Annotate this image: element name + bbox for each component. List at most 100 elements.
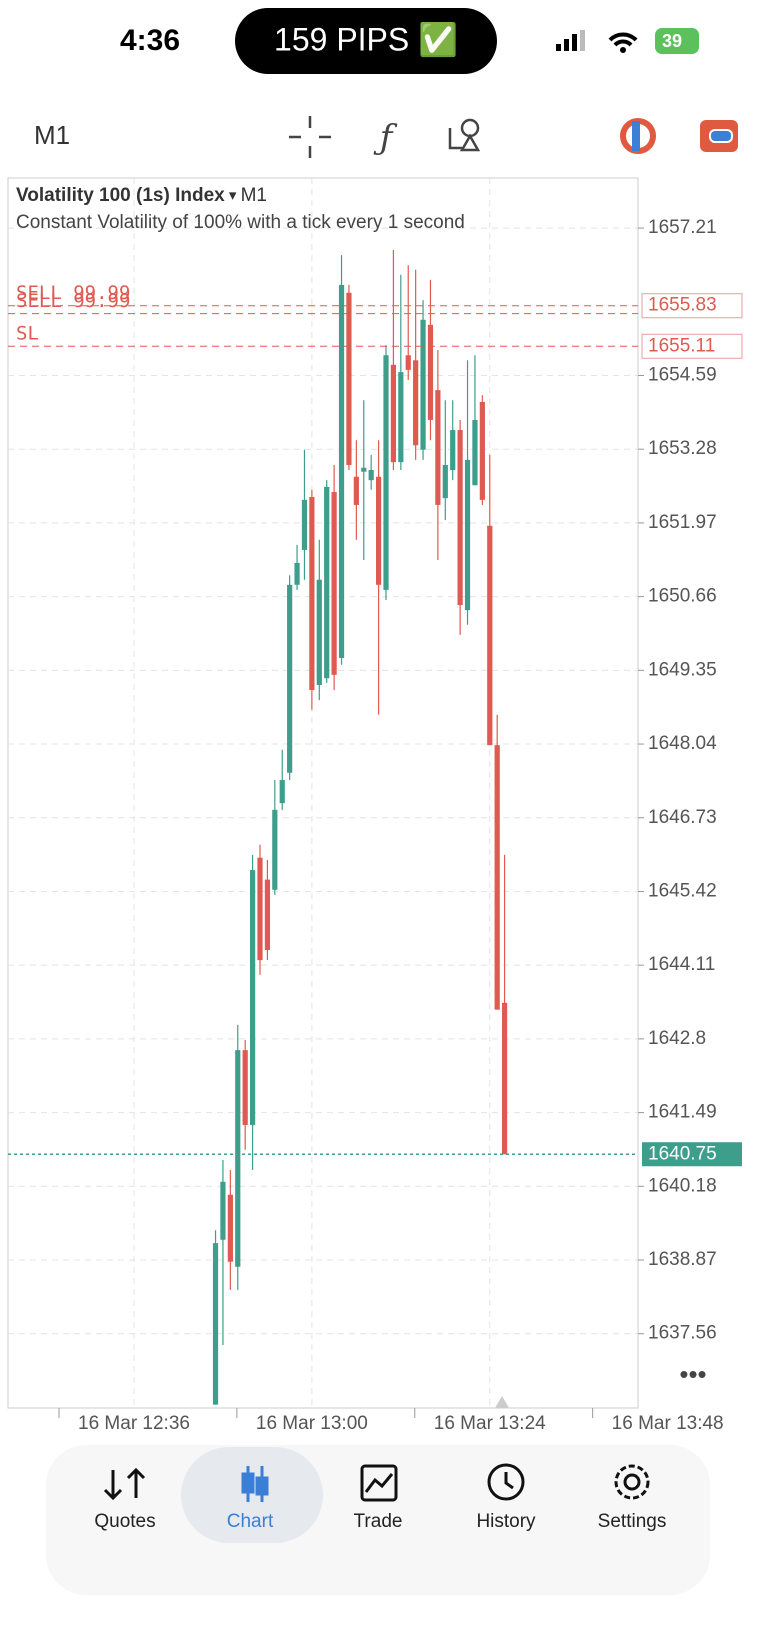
y-tick-label: 1645.42	[648, 880, 717, 901]
y-tick-label: 1654.59	[648, 365, 717, 386]
symbol: Volatility 100 (1s) Index	[16, 185, 225, 206]
nav-item[interactable]: Settings	[598, 1511, 667, 1532]
x-tick-label: 16 Mar 13:00	[256, 1413, 368, 1434]
indicators-tool[interactable]: ƒ	[373, 118, 398, 158]
nav-item[interactable]: Trade	[354, 1511, 403, 1532]
candle-body	[353, 476, 359, 505]
title-timeframe: M1	[241, 185, 267, 206]
chart-title: Volatility 100 (1s) Index ▾ M1	[16, 185, 267, 206]
y-tick-label: 1640.18	[648, 1175, 717, 1196]
candle-body	[324, 486, 330, 679]
price-tag	[641, 293, 743, 319]
candle-body	[242, 1050, 248, 1125]
candle-body	[427, 324, 434, 420]
candle-body	[501, 1002, 508, 1155]
candle-body	[316, 579, 322, 685]
account-icon-part	[632, 121, 640, 151]
candle-body	[257, 857, 263, 961]
y-tick-label: 1649.35	[648, 659, 717, 680]
price-tag-label: 1655.11	[648, 335, 715, 356]
price-tag-label: 1655.83	[648, 295, 717, 316]
y-tick-label: 1642.8	[648, 1028, 706, 1049]
candle-body	[249, 870, 256, 1125]
candle-body	[457, 430, 463, 606]
y-tick-label: 1651.97	[648, 512, 717, 533]
candle-body	[220, 1181, 226, 1240]
price-line-label: SELL 99.99	[16, 290, 130, 312]
status-time: 4:36	[120, 24, 180, 57]
candle-body	[212, 1243, 219, 1405]
price-line-label: SL	[16, 323, 39, 345]
nav-icons	[103, 1463, 650, 1502]
battery	[655, 28, 699, 54]
candle-body	[279, 780, 285, 804]
nav-item[interactable]: History	[476, 1511, 536, 1532]
y-tick-label: 1644.11	[648, 954, 715, 975]
more-menu[interactable]: •••	[679, 1359, 706, 1389]
signal-icon	[556, 30, 585, 51]
candle-body	[235, 1050, 241, 1267]
wifi-icon	[608, 32, 638, 47]
objects-tool[interactable]	[448, 118, 481, 152]
y-tick-label: 1637.56	[648, 1323, 717, 1344]
candle-body	[435, 390, 441, 505]
nav: Quotes Chart Trade History Settings	[94, 1511, 666, 1532]
y-tick-label: 1650.66	[648, 586, 717, 607]
candle-body	[413, 360, 419, 446]
nav-item[interactable]: Quotes	[94, 1511, 155, 1532]
candle-body	[494, 745, 500, 1010]
candle-body	[390, 364, 397, 463]
timeframe-button[interactable]: M1	[34, 120, 70, 150]
y-tick-label: 1646.73	[648, 807, 717, 828]
candle-body	[420, 319, 426, 450]
candle-body	[331, 491, 337, 675]
candle-body	[487, 525, 493, 746]
candle-body	[375, 476, 382, 585]
banner-text: 159 PIPS ✅	[274, 21, 458, 57]
candle-body	[479, 401, 485, 500]
candle-body	[383, 355, 389, 590]
candle-body	[294, 562, 300, 585]
y-tick-label: 1641.49	[648, 1102, 717, 1123]
candle-body	[464, 459, 471, 611]
y-tick-label: 1638.87	[648, 1249, 717, 1270]
crosshair-tool[interactable]	[289, 116, 331, 158]
nav-item[interactable]: Chart	[227, 1511, 274, 1532]
candle-body	[450, 430, 456, 471]
chart-subtitle: Constant Volatility of 100% with a tick …	[16, 212, 465, 233]
plot	[8, 178, 644, 1418]
y-tick-label: 1648.04	[648, 733, 717, 754]
current-price-label: 1640.75	[648, 1143, 717, 1164]
candle-body	[361, 467, 367, 472]
candle-body	[338, 284, 345, 658]
y-tick-label: 1653.28	[648, 438, 717, 459]
banner-pill	[235, 8, 497, 74]
current-price-tag	[642, 1142, 742, 1167]
candle-body	[309, 497, 315, 691]
candle-body	[368, 470, 374, 481]
candle-body	[442, 464, 448, 499]
candle-body	[472, 419, 478, 486]
plot-frame	[7, 177, 639, 1409]
nav-active-bg	[181, 1447, 323, 1543]
scroll-marker	[495, 1396, 509, 1408]
x-tick-label: 16 Mar 12:36	[78, 1413, 190, 1434]
wifi-dot	[620, 47, 626, 53]
candle-body	[398, 372, 404, 463]
trade-icon-part	[709, 129, 733, 143]
candle-body	[301, 499, 308, 550]
x-tick-label: 16 Mar 13:48	[612, 1413, 724, 1434]
candle-body	[272, 809, 278, 890]
candle-body	[287, 584, 293, 773]
price-tag	[641, 333, 743, 359]
price-line-label: SELL 99.99	[16, 282, 130, 304]
candle-body	[346, 292, 352, 465]
battery-level: 39	[662, 31, 682, 51]
y-tick-label: 1657.21	[648, 217, 717, 238]
candle-body	[227, 1194, 233, 1262]
x-tick-label: 16 Mar 13:24	[434, 1413, 546, 1434]
candle-body	[405, 355, 411, 370]
candle-body	[264, 879, 271, 950]
